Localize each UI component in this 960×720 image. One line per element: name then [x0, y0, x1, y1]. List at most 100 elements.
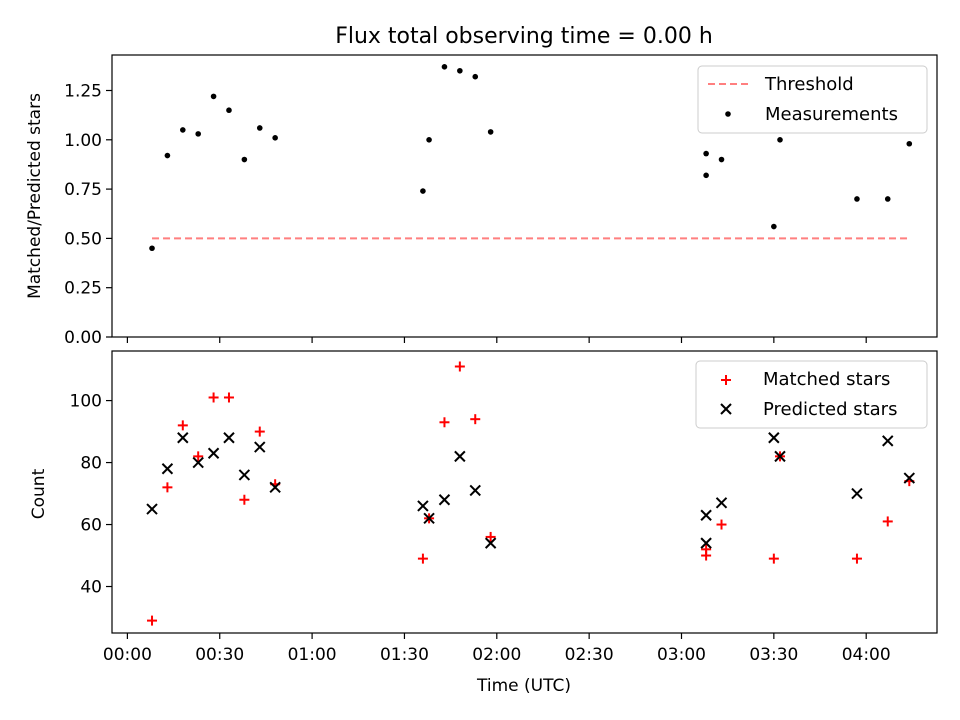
measurement-point: [256, 125, 263, 131]
ratio-y-tick-label: 0.25: [64, 279, 102, 299]
measurement-point: [195, 131, 201, 137]
matched-star-point: [417, 553, 428, 564]
measurement-point: [854, 196, 860, 202]
measurement-point: [472, 73, 479, 80]
matched-star-point: [701, 544, 712, 555]
count-y-tick-label: 80: [80, 454, 102, 474]
predicted-star-point: [469, 484, 481, 497]
matched-star-point: [851, 553, 862, 564]
measurement-point: [426, 136, 432, 143]
matched-star-point: [716, 519, 727, 530]
count-x-tick-label: 01:30: [380, 645, 429, 665]
count-y-tick-label: 40: [80, 578, 102, 598]
measurement-point: [703, 150, 709, 157]
matched-star-point: [470, 414, 481, 425]
measurement-point: [487, 129, 494, 135]
matched-star-point: [439, 417, 450, 428]
predicted-star-point: [454, 450, 466, 463]
predicted-star-point: [700, 537, 712, 549]
count-x-ticks: 00:00 00:30 01:00 01:30 02:00 02:30 03:00 03:30…: [103, 633, 891, 665]
ratio-y-axis-label: Matched/Predicted stars: [25, 93, 45, 299]
measurement-point: [149, 245, 155, 252]
count-panel: 40 60 80 100 00:00 00:30 01:00 01:30 02:00 02:30…: [29, 350, 938, 696]
ratio-axes-frame: [111, 54, 938, 338]
measurement-point: [777, 136, 783, 143]
predicted-star-point: [423, 512, 435, 525]
count-x-tick-label: 01:00: [288, 645, 337, 665]
matched-star-point: [162, 482, 173, 493]
ratio-legend: Threshold Measurements: [697, 65, 928, 134]
matched-star-point: [177, 420, 188, 431]
ratio-y-tick-label: 1.00: [64, 131, 102, 151]
matched-star-point: [147, 615, 158, 626]
count-y-tick-label: 100: [70, 392, 102, 412]
predicted-star-point: [903, 472, 916, 484]
predicted-star-point: [417, 500, 429, 512]
predicted-star-point: [192, 456, 204, 469]
count-x-tick-label: 03:00: [657, 645, 706, 665]
legend-matched-swatch: [721, 375, 731, 385]
predicted-star-point: [161, 463, 174, 475]
count-x-tick-label: 00:00: [103, 645, 152, 665]
count-y-ticks: 40 60 80 100: [70, 392, 112, 598]
ratio-y-tick-label: 0.75: [64, 180, 102, 200]
chart-title: Flux total observing time = 0.00 h: [335, 24, 713, 49]
count-x-tick-label: 03:30: [749, 645, 798, 665]
measurement-point: [226, 107, 232, 114]
predicted-star-point: [254, 441, 266, 453]
matched-star-point: [882, 516, 893, 527]
predicted-star-point: [851, 487, 863, 500]
matched-star-point: [223, 392, 234, 403]
predicted-star-point: [768, 432, 780, 444]
ratio-y-tick-label: 1.25: [64, 81, 102, 101]
measurement-point: [241, 156, 248, 163]
count-x-tick-label: 02:30: [565, 645, 614, 665]
predicted-star-point: [146, 503, 158, 515]
ratio-y-ticks: 0.00 0.25 0.50 0.75 1.00 1.25: [64, 81, 112, 348]
predicted-star-point: [238, 469, 251, 481]
predicted-star-point: [269, 481, 281, 494]
ratio-x-ticks: [126, 337, 867, 343]
legend-matched-label: Matched stars: [763, 369, 890, 390]
measurement-point: [272, 135, 278, 141]
x-axis-label: Time (UTC): [476, 676, 571, 696]
legend-threshold-label: Threshold: [764, 74, 854, 95]
predicted-star-point: [177, 432, 189, 444]
measurement-point: [420, 188, 426, 194]
count-x-tick-label: 04:00: [842, 645, 891, 665]
count-y-tick-label: 60: [80, 516, 102, 536]
predicted-star-point: [700, 509, 712, 521]
legend-predicted-swatch: [720, 403, 732, 415]
predicted-star-point: [438, 494, 451, 506]
count-legend: Matched stars Predicted stars: [695, 360, 928, 429]
measurement-point: [771, 223, 777, 230]
count-x-tick-label: 00:30: [195, 645, 244, 665]
predicted-star-point: [207, 447, 220, 459]
predicted-star-point: [484, 537, 497, 549]
legend-predicted-label: Predicted stars: [763, 399, 897, 420]
measurement-point: [180, 127, 186, 133]
matched-star-point: [454, 361, 465, 372]
matched-star-point: [485, 531, 496, 542]
measurement-point: [703, 172, 709, 179]
predicted-star-point: [882, 435, 894, 447]
matched-star-point: [254, 426, 265, 437]
predicted-star-point: [774, 450, 786, 463]
ratio-y-tick-label: 0.00: [64, 328, 102, 348]
legend-measurements-label: Measurements: [765, 104, 898, 125]
predicted-star-point: [715, 497, 728, 509]
count-x-tick-label: 02:00: [472, 645, 521, 665]
matched-star-point: [208, 392, 219, 403]
measurement-point: [906, 140, 913, 147]
measurement-point: [884, 196, 891, 202]
predicted-star-point: [223, 432, 235, 444]
measurement-point: [457, 67, 463, 74]
measurement-point: [210, 93, 217, 100]
matched-star-point: [239, 494, 250, 505]
ratio-panel: 0.00 0.25 0.50 0.75 1.00 1.25 Matched/Predict…: [25, 54, 938, 348]
measurement-point: [718, 156, 725, 163]
count-axes-frame: [111, 350, 938, 634]
measurement-point: [164, 152, 171, 159]
count-plot-area: [146, 361, 916, 626]
